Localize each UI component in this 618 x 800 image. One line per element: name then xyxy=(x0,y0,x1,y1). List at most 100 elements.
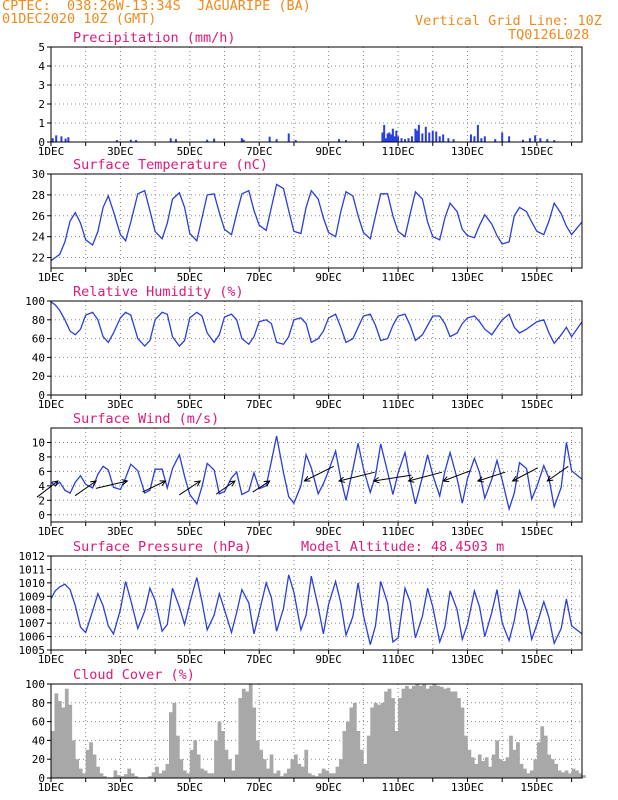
panel-title: Surface Temperature (nC) xyxy=(73,157,268,173)
precip-bar xyxy=(473,136,476,142)
y-tick-label: 2 xyxy=(38,494,45,507)
cloud-bar xyxy=(373,702,378,778)
y-tick-label: 3 xyxy=(38,79,45,92)
y-tick-label: 60 xyxy=(32,333,45,346)
precip-bar xyxy=(381,132,384,142)
precip-bar xyxy=(287,133,290,142)
cloud-bar xyxy=(259,749,264,778)
precip-bar xyxy=(410,136,413,142)
x-tick-label: 7DEC xyxy=(246,781,273,794)
wind-arrowhead xyxy=(372,477,380,484)
wind-vector xyxy=(142,480,166,493)
cloud-bar xyxy=(318,773,323,778)
cloud-bar xyxy=(387,688,392,778)
cloud-bar xyxy=(370,707,375,778)
cloud-bar xyxy=(54,693,59,778)
x-tick-label: 5DEC xyxy=(177,653,204,666)
cloud-bar xyxy=(68,704,73,778)
y-tick-label: 20 xyxy=(32,370,45,383)
cloud-bar xyxy=(429,685,434,778)
precip-bar xyxy=(435,131,438,142)
cloud-bar xyxy=(401,688,406,778)
precip-bar xyxy=(384,138,387,142)
cloud-bar xyxy=(162,770,166,778)
cloud-bar xyxy=(526,773,531,778)
wind-vector xyxy=(547,465,569,482)
cloud-bar xyxy=(366,735,371,778)
precip-bar xyxy=(407,138,410,142)
wind-arrowhead xyxy=(442,476,450,483)
x-tick-label: 13DEC xyxy=(451,271,484,284)
cloud-bar xyxy=(352,702,357,778)
cloud-bar xyxy=(439,686,444,778)
y-tick-label: 40 xyxy=(32,734,45,747)
precip-bar xyxy=(386,133,389,142)
cloud-bar xyxy=(491,754,496,778)
cloud-bar xyxy=(408,688,413,778)
x-tick-label: 3DEC xyxy=(107,398,134,411)
cloud-bar xyxy=(474,763,479,778)
cloud-bar xyxy=(422,684,427,778)
x-tick-label: 15DEC xyxy=(520,398,553,411)
y-tick-label: 6 xyxy=(38,465,45,478)
x-tick-label: 7DEC xyxy=(246,653,273,666)
cloud-bar xyxy=(224,749,229,778)
wind-vector xyxy=(36,480,59,498)
wind-series-line xyxy=(50,435,583,512)
rh-series-line xyxy=(50,301,583,348)
precip-bar xyxy=(64,138,67,142)
cloud-bar xyxy=(547,754,552,778)
cloud-bar xyxy=(203,770,208,778)
temp-series-line xyxy=(50,183,583,262)
cloud-bar xyxy=(384,691,388,778)
cloud-bar xyxy=(380,702,385,778)
wind-vector xyxy=(338,471,375,482)
cloud-bar xyxy=(359,749,364,778)
cloud-bar xyxy=(398,698,402,778)
cloud-bar xyxy=(169,712,173,778)
cloud-bar xyxy=(228,759,232,778)
cloud-bar xyxy=(165,763,170,778)
y-tick-label: 80 xyxy=(32,697,45,710)
panel-title: Surface Wind (m/s) xyxy=(73,411,219,427)
x-tick-label: 9DEC xyxy=(315,525,342,538)
precip-bar xyxy=(174,139,177,142)
cloud-bar xyxy=(394,731,399,778)
cloud-bar xyxy=(71,740,76,778)
x-tick-label: 7DEC xyxy=(246,525,273,538)
cloud-bar xyxy=(293,754,298,778)
precip-bar xyxy=(553,140,556,142)
y-tick-label: 40 xyxy=(32,351,45,364)
panel-cloud: 0 20 40 60 80 100 1DEC 3DEC 5DEC 7DEC 9DEC 11DEC 13D… xyxy=(25,667,586,794)
cloud-bar xyxy=(509,735,513,778)
cloud-bar xyxy=(300,766,305,778)
panel-rh: 0 20 40 60 80 100 1DEC 3DEC 5DEC 7DEC 9DEC 11DEC 13D… xyxy=(25,284,583,411)
x-tick-label: 7DEC xyxy=(246,145,273,158)
cloud-bar xyxy=(446,687,451,778)
cloud-bar xyxy=(533,759,538,778)
cloud-bar xyxy=(189,749,194,778)
panel-wind: 0 24 68 10 1DEC 3DEC 5DEC 7DEC 9DEC 11DEC 13DEC 15D… xyxy=(32,411,583,538)
x-tick-label: 1DEC xyxy=(38,525,65,538)
panel-title: Surface Pressure (hPa) xyxy=(73,539,252,555)
cloud-bar xyxy=(155,766,159,778)
cloud-bar xyxy=(96,766,100,778)
precip-bar xyxy=(522,139,524,142)
cloud-bar xyxy=(415,684,420,778)
precip-bar xyxy=(424,126,427,142)
y-tick-label: 0 xyxy=(38,389,45,402)
cloud-bar xyxy=(304,749,309,778)
precip-bar xyxy=(447,138,450,142)
x-tick-label: 7DEC xyxy=(246,398,273,411)
cloud-bar xyxy=(495,740,500,778)
y-tick-label: 0 xyxy=(38,136,45,149)
x-tick-label: 9DEC xyxy=(315,781,342,794)
cloud-bar xyxy=(127,768,132,778)
precip-bar xyxy=(169,138,172,142)
precip-bar xyxy=(294,140,297,142)
cloud-bar xyxy=(276,770,281,778)
wind-vector xyxy=(477,471,506,482)
cloud-bar xyxy=(460,707,465,778)
precip-bar xyxy=(428,132,431,142)
x-tick-label: 15DEC xyxy=(520,653,553,666)
